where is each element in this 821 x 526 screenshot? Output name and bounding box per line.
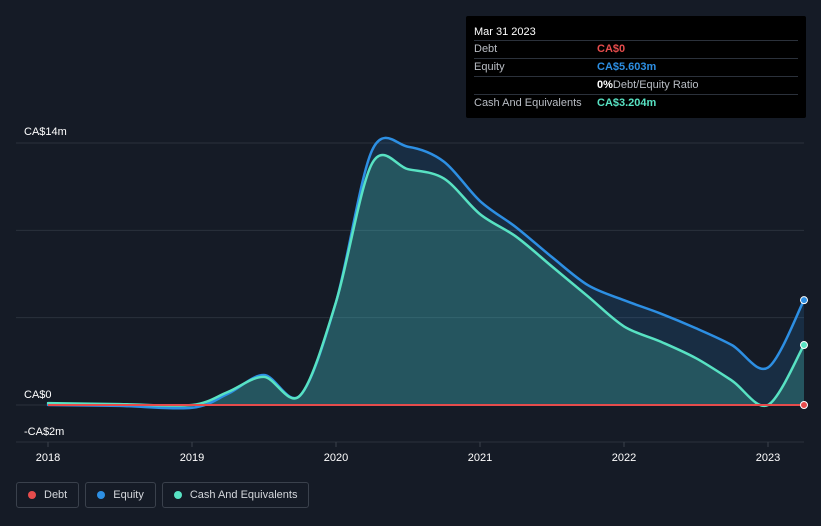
cash-end-point xyxy=(800,341,808,350)
y-tick-label: CA$14m xyxy=(24,126,67,138)
x-tick-label: 2019 xyxy=(180,452,204,464)
cash-line xyxy=(46,153,806,408)
tooltip-row-debt: Debt CA$0 xyxy=(474,40,798,58)
tooltip-date: Mar 31 2023 xyxy=(474,26,536,38)
x-tick-label: 2018 xyxy=(36,452,60,464)
x-tick-label: 2021 xyxy=(468,452,492,464)
tooltip-ratio-suffix: Debt/Equity Ratio xyxy=(612,79,699,91)
debt-end-point xyxy=(800,401,808,409)
equity-area xyxy=(48,137,804,409)
equity-end-point xyxy=(800,296,808,305)
tooltip-value: CA$3.204m xyxy=(597,97,657,109)
tooltip-panel: Mar 31 2023 Debt CA$0 Equity CA$5.603m 0… xyxy=(466,16,806,118)
tooltip-value: 0% xyxy=(597,79,613,91)
legend-item-cash[interactable]: Cash And Equivalents xyxy=(161,482,310,508)
tooltip-label: Cash And Equivalents xyxy=(474,97,582,109)
y-tick-label: -CA$2m xyxy=(24,426,64,438)
tooltip-row-ratio: 0% Debt/Equity Ratio xyxy=(474,76,798,94)
cash-area xyxy=(48,154,804,406)
chart-legend: Debt Equity Cash And Equivalents xyxy=(16,482,310,508)
debt-dot-icon xyxy=(28,491,36,499)
legend-item-equity[interactable]: Equity xyxy=(85,482,156,508)
cash-dot-icon xyxy=(173,491,182,499)
legend-label: Debt xyxy=(44,489,68,501)
tooltip-row-equity: Equity CA$5.603m xyxy=(474,58,798,76)
x-tick-label: 2022 xyxy=(612,452,636,464)
legend-item-debt[interactable]: Debt xyxy=(16,482,80,508)
equity-dot-icon xyxy=(97,491,106,499)
x-tick-label: 2020 xyxy=(324,452,348,464)
legend-label: Cash And Equivalents xyxy=(189,489,298,501)
tooltip-label xyxy=(474,77,597,94)
debt-equity-chart: CA$14m CA$0 -CA$2m 2018 2019 2020 2021 2022 202… xyxy=(16,126,808,464)
legend-label: Equity xyxy=(113,489,144,501)
tooltip-value: CA$5.603m xyxy=(597,61,657,73)
tooltip-value: CA$0 xyxy=(597,43,626,55)
tooltip-label: Equity xyxy=(474,61,505,73)
equity-line xyxy=(46,136,806,410)
y-tick-label: CA$0 xyxy=(24,389,52,401)
tooltip-row-cash: Cash And Equivalents CA$3.204m xyxy=(474,94,798,112)
x-tick-label: 2023 xyxy=(756,452,780,464)
tooltip-label: Debt xyxy=(474,43,498,55)
